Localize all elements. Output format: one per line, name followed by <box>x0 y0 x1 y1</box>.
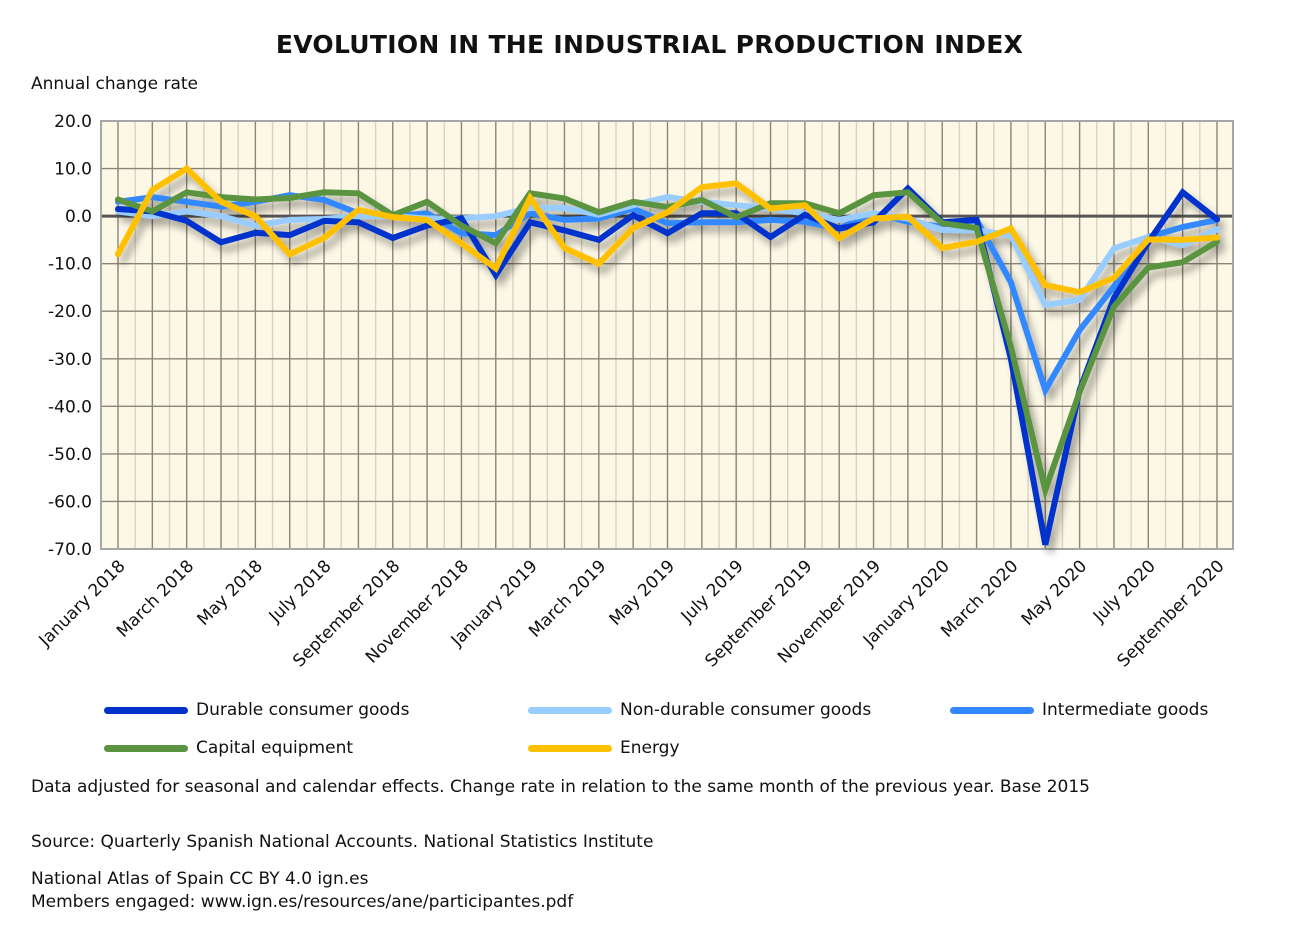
y-tick-label: 10.0 <box>54 160 92 180</box>
legend-swatch <box>528 744 612 752</box>
legend-swatch <box>104 706 188 714</box>
y-tick-label: -10.0 <box>48 255 92 275</box>
y-tick-label: -50.0 <box>48 445 92 465</box>
chart-title: EVOLUTION IN THE INDUSTRIAL PRODUCTION I… <box>275 30 1024 59</box>
y-tick-label: -20.0 <box>48 302 92 322</box>
series-line-non-durable-consumer-goods <box>115 194 1220 309</box>
y-tick-label: -30.0 <box>48 350 92 370</box>
series-line-capital-equipment <box>115 189 1220 501</box>
line-chart: 20.0 10.0 0.0 -10.0 -20.0 -30.0 -40.0 -50.0 -60.… <box>35 112 1234 671</box>
series-line-durable-consumer-goods <box>115 184 1220 546</box>
x-tick-label: January 2018 <box>35 556 130 651</box>
legend-label: Capital equipment <box>196 738 354 758</box>
legend-item: Capital equipment <box>104 738 353 758</box>
y-axis-label: Annual change rate <box>31 74 198 94</box>
y-tick-label: -40.0 <box>48 397 92 417</box>
legend-item: Energy <box>528 738 680 758</box>
legend-label: Non-durable consumer goods <box>620 700 872 720</box>
legend-swatch <box>528 706 612 714</box>
footnote-atlas: National Atlas of Spain CC BY 4.0 ign.es <box>31 869 369 889</box>
series-line-energy <box>115 164 1220 296</box>
legend-swatch <box>104 744 188 752</box>
legend-label: Energy <box>620 738 680 758</box>
x-tick-label: July 2018 <box>265 556 336 627</box>
y-tick-label: -60.0 <box>48 492 92 512</box>
footnote-members: Members engaged: www.ign.es/resources/an… <box>31 892 574 912</box>
legend-label: Intermediate goods <box>1042 700 1209 720</box>
legend-item: Intermediate goods <box>950 700 1208 720</box>
x-tick-label: May 2019 <box>606 556 679 629</box>
y-tick-label: 0.0 <box>65 207 92 227</box>
legend-item: Durable consumer goods <box>104 700 409 720</box>
footnote-adjustment: Data adjusted for seasonal and calendar … <box>31 777 1090 797</box>
y-tick-label: 20.0 <box>54 112 92 132</box>
plot-border <box>100 120 1234 550</box>
legend-swatch <box>950 706 1034 714</box>
legend-item: Non-durable consumer goods <box>528 700 871 720</box>
x-tick-label: July 2020 <box>1089 556 1160 627</box>
y-tick-label: -70.0 <box>48 540 92 560</box>
x-tick-label: May 2018 <box>193 556 266 629</box>
x-tick-label: May 2020 <box>1018 556 1091 629</box>
legend-label: Durable consumer goods <box>196 700 410 720</box>
footnote-source: Source: Quarterly Spanish National Accou… <box>31 832 654 852</box>
x-tick-label: July 2019 <box>677 556 748 627</box>
